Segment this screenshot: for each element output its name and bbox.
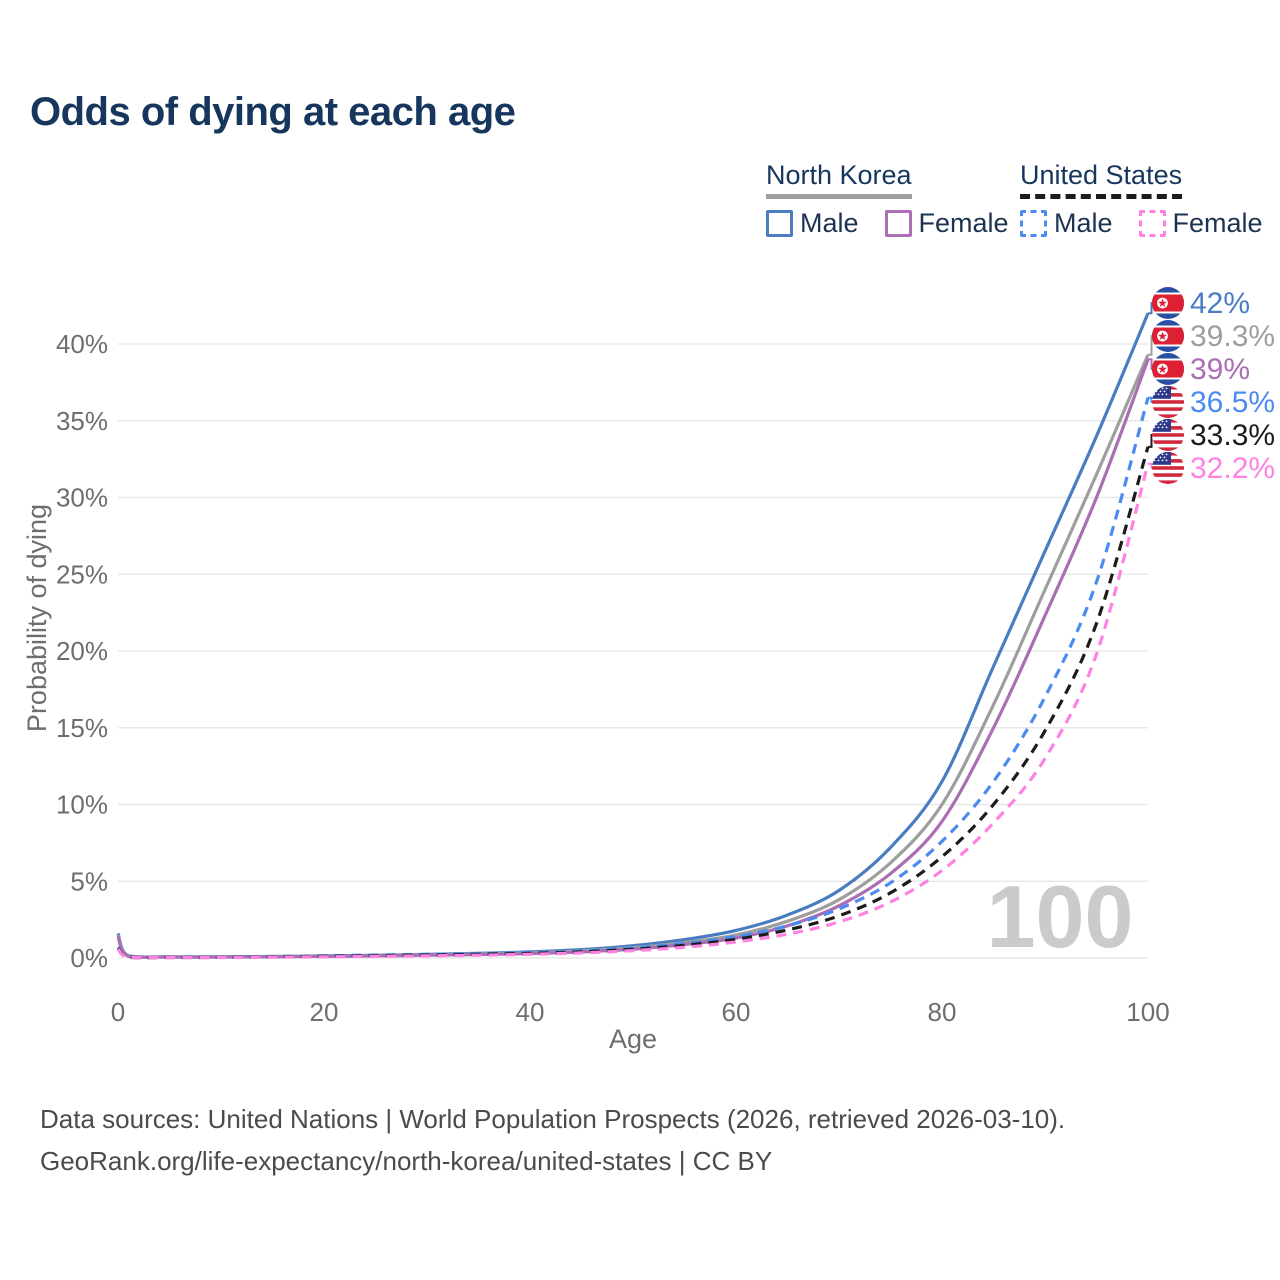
x-tick-label: 60 bbox=[722, 997, 751, 1027]
legend-item-us-female[interactable]: Female bbox=[1138, 208, 1263, 239]
x-tick-label: 80 bbox=[928, 997, 957, 1027]
end-value-label: 33.3% bbox=[1190, 419, 1275, 452]
north-korea-flag-icon bbox=[1152, 320, 1184, 352]
north-korea-flag-icon bbox=[1152, 287, 1184, 319]
legend-label-nk-female: Female bbox=[918, 208, 1009, 238]
legend-group-north-korea: North Korea Male Female bbox=[766, 160, 1009, 239]
end-value-label: 42% bbox=[1190, 287, 1250, 320]
legend-country-north-korea[interactable]: North Korea bbox=[766, 160, 912, 199]
y-tick-label: 15% bbox=[56, 713, 108, 743]
end-value-label: 39.3% bbox=[1190, 320, 1275, 353]
x-tick-label: 40 bbox=[516, 997, 545, 1027]
line-north-korea-male[interactable] bbox=[116, 312, 1150, 959]
watermark-age-label: 100 bbox=[987, 867, 1134, 966]
y-tick-label: 10% bbox=[56, 790, 108, 820]
legend-label-nk-male: Male bbox=[800, 208, 859, 238]
end-value-label: 39% bbox=[1190, 353, 1250, 386]
y-tick-label: 40% bbox=[56, 329, 108, 359]
line-united-states-female[interactable] bbox=[116, 463, 1150, 960]
legend-item-nk-female[interactable]: Female bbox=[884, 208, 1009, 239]
united-states-flag-icon bbox=[1152, 386, 1184, 418]
legend-group-united-states: United States Male Female bbox=[1020, 160, 1263, 239]
y-tick-label: 20% bbox=[56, 636, 108, 666]
nk-female-swatch-icon bbox=[884, 210, 912, 237]
data-sources-text: Data sources: United Nations | World Pop… bbox=[40, 1104, 1066, 1134]
legend-item-us-male[interactable]: Male bbox=[1020, 208, 1113, 239]
end-value-label: 36.5% bbox=[1190, 386, 1275, 419]
legend-label-us-male: Male bbox=[1054, 208, 1113, 238]
end-labels-group: 42%39.3%39%36.5%33.3%32.2% bbox=[1148, 287, 1275, 485]
us-female-swatch-icon bbox=[1138, 210, 1166, 237]
united-states-flag-icon bbox=[1152, 419, 1184, 451]
legend-items-north-korea: Male Female bbox=[766, 208, 1009, 239]
gridlines-group bbox=[118, 343, 1148, 959]
y-tick-label: 0% bbox=[70, 943, 108, 973]
y-axis-title: Probability of dying bbox=[22, 504, 52, 732]
x-axis-ticks: 0 20 40 60 80 100 bbox=[111, 997, 1170, 1027]
legend-items-united-states: Male Female bbox=[1020, 208, 1263, 239]
x-tick-label: 20 bbox=[310, 997, 339, 1027]
y-tick-label: 5% bbox=[70, 866, 108, 896]
x-axis-title: Age bbox=[609, 1024, 657, 1054]
x-tick-label: 100 bbox=[1126, 997, 1169, 1027]
y-tick-label: 30% bbox=[56, 483, 108, 513]
y-axis-ticks: 0% 5% 10% 15% 20% 25% 30% 35% 40% bbox=[56, 329, 108, 973]
legend-label-us-female: Female bbox=[1172, 208, 1263, 238]
page-title: Odds of dying at each age bbox=[30, 90, 516, 134]
chart-footer: Data sources: United Nations | World Pop… bbox=[40, 1098, 1065, 1182]
united-states-flag-icon bbox=[1152, 452, 1184, 484]
legend-country-united-states[interactable]: United States bbox=[1020, 160, 1183, 199]
y-tick-label: 25% bbox=[56, 559, 108, 589]
end-value-label: 32.2% bbox=[1190, 452, 1275, 485]
legend-item-nk-male[interactable]: Male bbox=[766, 208, 859, 239]
attribution-text: GeoRank.org/life-expectancy/north-korea/… bbox=[40, 1146, 773, 1177]
y-tick-label: 35% bbox=[56, 406, 108, 436]
x-tick-label: 0 bbox=[111, 997, 125, 1027]
us-male-swatch-icon bbox=[1020, 210, 1047, 237]
north-korea-flag-icon bbox=[1152, 353, 1184, 385]
nk-male-swatch-icon bbox=[766, 210, 793, 237]
series-lines-group bbox=[116, 312, 1150, 960]
